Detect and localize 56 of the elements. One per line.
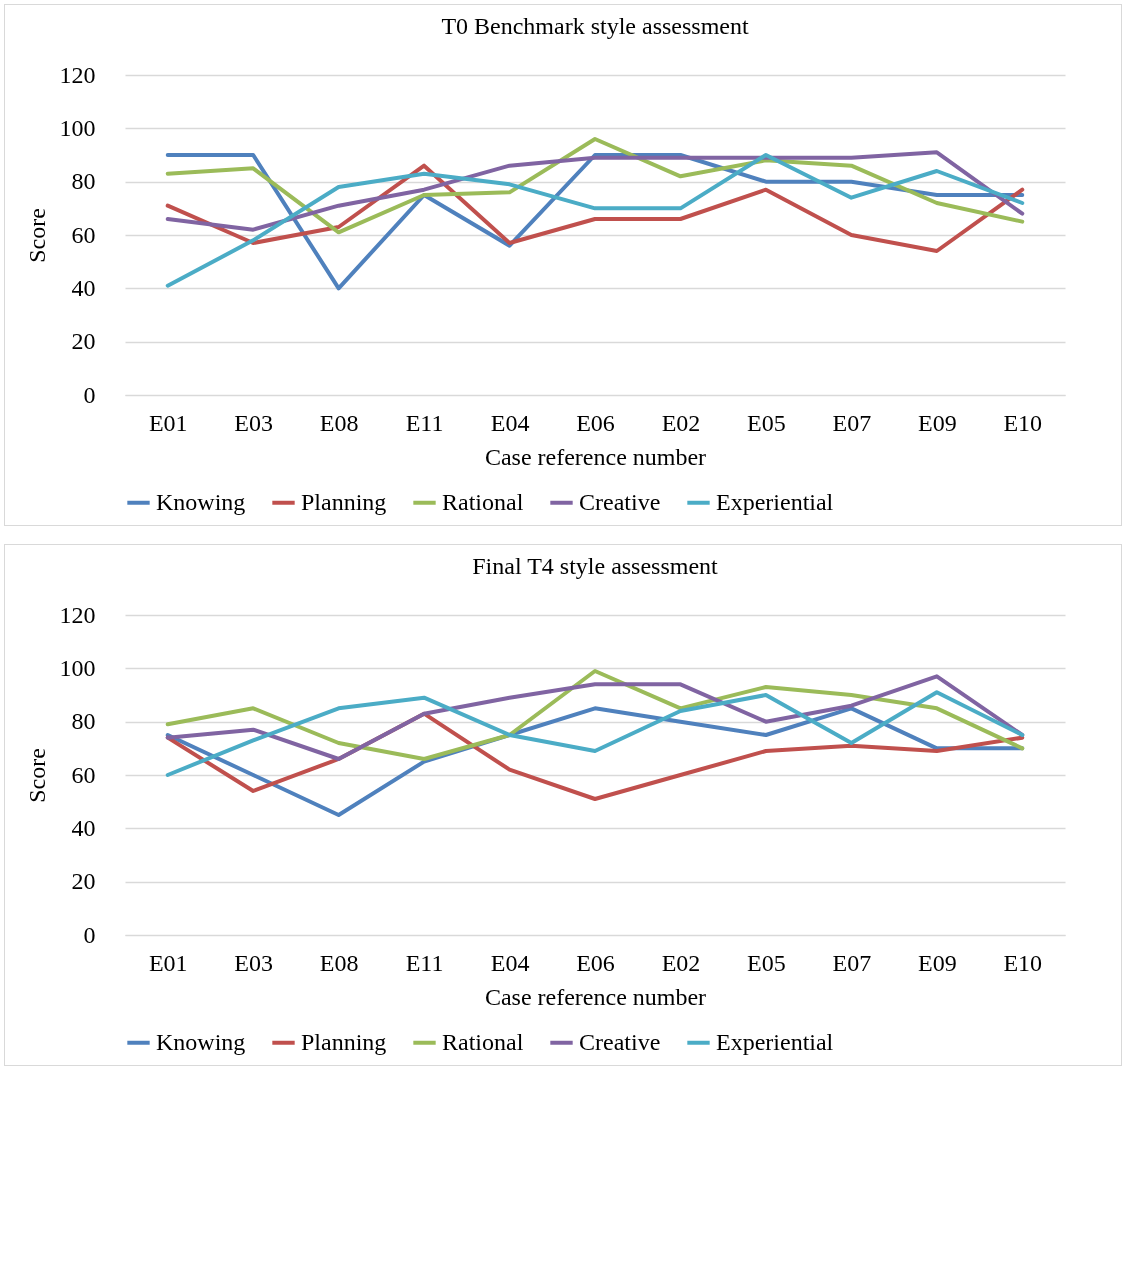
legend-label: Planning [301,488,387,515]
legend-label: Rational [442,488,524,515]
x-tick-label: E01 [148,409,188,436]
legend-label: Creative [579,488,661,515]
x-axis-title: Case reference number [484,983,707,1010]
y-tick-label: 120 [59,601,96,628]
y-axis-title: Score [23,208,50,263]
y-tick-label: 20 [71,328,96,355]
y-tick-label: 60 [71,761,96,788]
x-tick-label: E03 [234,949,274,976]
legend-label: Creative [579,1028,661,1055]
y-tick-label: 0 [83,921,96,948]
line-series [165,690,1025,777]
legend-label: Knowing [156,488,246,515]
y-tick-label: 80 [71,708,96,735]
y-tick-label: 0 [83,381,96,408]
y-tick-label: 100 [59,654,96,681]
x-tick-label: E10 [1003,949,1043,976]
x-tick-label: E06 [576,949,615,976]
x-tick-label: E01 [148,949,188,976]
x-tick-label: E04 [490,949,530,976]
x-tick-label: E10 [1003,409,1043,436]
y-axis-title: Score [23,748,50,803]
x-axis-title: Case reference number [484,443,707,470]
y-tick-label: 80 [71,168,96,195]
line-series [165,163,1025,253]
legend-label: Experiential [716,488,834,515]
x-tick-label: E06 [576,409,615,436]
x-tick-label: E02 [661,949,701,976]
legend-label: Experiential [716,1028,834,1055]
chart-title: Final T4 style assessment [472,553,719,579]
x-tick-label: E04 [490,409,530,436]
y-tick-label: 20 [71,868,96,895]
x-tick-label: E02 [661,409,701,436]
y-tick-label: 60 [71,221,96,248]
x-tick-label: E08 [319,949,359,976]
y-tick-label: 120 [59,61,96,88]
y-tick-label: 100 [59,114,96,141]
y-tick-label: 40 [71,814,96,841]
x-tick-label: E05 [747,409,786,436]
y-tick-label: 40 [71,274,96,301]
chart-title: T0 Benchmark style assessment [441,13,749,39]
x-tick-label: E05 [747,949,786,976]
legend-label: Rational [442,1028,524,1055]
x-tick-label: E09 [917,949,957,976]
x-tick-label: E07 [832,409,872,436]
line-series [165,137,1025,235]
line-series [165,150,1025,232]
legend-label: Knowing [156,1028,246,1055]
x-tick-label: E11 [405,409,444,436]
x-tick-label: E07 [832,949,872,976]
legend-label: Planning [301,1028,387,1055]
x-tick-label: E03 [234,409,274,436]
x-tick-label: E08 [319,409,359,436]
x-tick-label: E09 [917,409,957,436]
x-tick-label: E11 [405,949,444,976]
